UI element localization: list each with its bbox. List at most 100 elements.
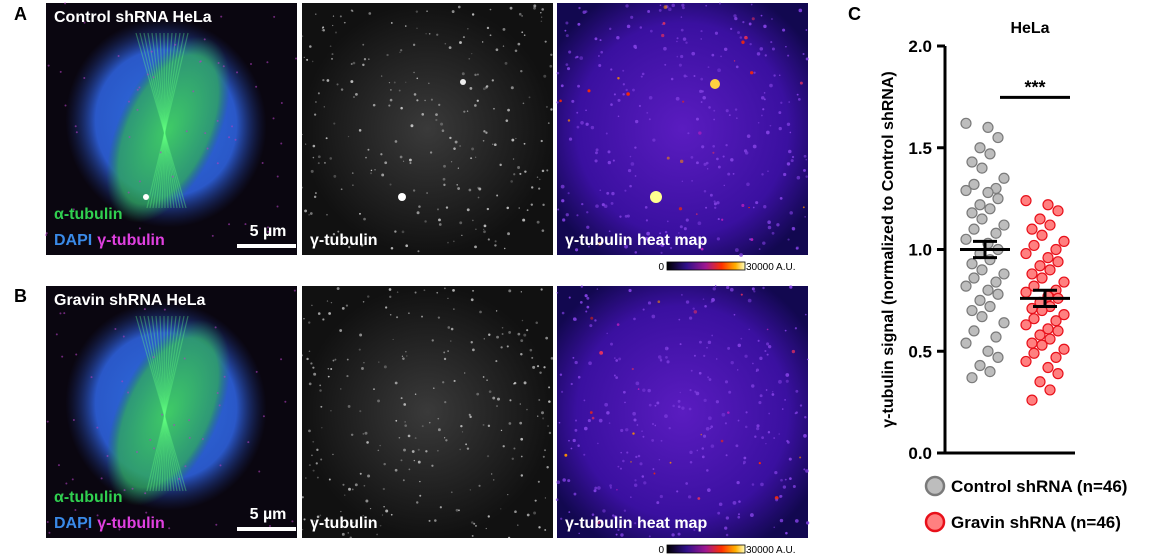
- speckle: [394, 381, 398, 385]
- speckle: [163, 308, 166, 311]
- speckle: [444, 42, 447, 45]
- speckle: [301, 529, 304, 531]
- speckle: [710, 425, 713, 428]
- speckle: [751, 483, 755, 486]
- speckle: [385, 306, 388, 309]
- speckle: [725, 143, 728, 147]
- speckle: [267, 230, 270, 233]
- speckle: [612, 159, 615, 162]
- speckle: [739, 36, 743, 39]
- speckle: [138, 180, 141, 183]
- speckle: [560, 184, 565, 189]
- speckle: [736, 480, 740, 485]
- speckle: [395, 419, 398, 422]
- speckle: [441, 129, 445, 132]
- speckle: [770, 41, 773, 44]
- speckle: [152, 356, 155, 359]
- speckle: [767, 170, 769, 172]
- speckle: [545, 105, 548, 108]
- speckle: [633, 418, 637, 422]
- chart-title: HeLa: [1010, 20, 1049, 37]
- speckle: [702, 298, 705, 300]
- data-point: [998, 268, 1010, 280]
- speckle: [544, 528, 547, 531]
- speckle: [607, 150, 611, 154]
- speckle: [128, 135, 131, 138]
- speckle: [555, 498, 559, 501]
- speckle: [694, 524, 697, 527]
- speckle: [425, 33, 427, 35]
- speckle: [722, 155, 725, 158]
- speckle: [83, 21, 86, 24]
- speckle: [367, 148, 370, 151]
- speckle: [640, 75, 643, 78]
- speckle: [771, 18, 773, 20]
- speckle: [526, 408, 528, 411]
- speckle: [724, 526, 728, 530]
- speckle: [657, 300, 661, 304]
- speckle: [768, 412, 771, 415]
- speckle: [657, 355, 662, 359]
- data-point: [1036, 229, 1048, 241]
- speckle: [576, 111, 579, 114]
- data-point: [1020, 355, 1032, 368]
- speckle: [74, 509, 77, 512]
- speckle: [677, 399, 681, 403]
- data-point: [1026, 223, 1038, 235]
- speckle: [214, 326, 217, 329]
- speckle: [389, 183, 392, 186]
- speckle: [482, 376, 485, 378]
- speckle: [319, 514, 322, 517]
- data-point: [968, 325, 980, 337]
- speckle: [577, 84, 581, 88]
- speckle: [359, 472, 362, 475]
- speckle: [471, 13, 475, 16]
- speckle: [778, 495, 782, 498]
- speckle: [466, 208, 470, 212]
- speckle: [559, 99, 562, 103]
- speckle: [471, 534, 474, 537]
- speckle: [599, 39, 602, 42]
- speckle: [416, 77, 419, 80]
- image-label: γ-tubulin: [310, 232, 378, 249]
- speckle: [548, 400, 551, 403]
- speckle: [168, 527, 171, 530]
- speckle: [319, 389, 322, 392]
- speckle: [347, 532, 349, 534]
- data-point: [1058, 309, 1070, 321]
- speckle: [322, 78, 325, 82]
- data-point: [966, 304, 978, 317]
- speckle: [596, 288, 599, 290]
- speckle: [618, 357, 622, 361]
- speckle: [659, 232, 662, 235]
- data-point: [966, 207, 978, 219]
- spindle-fiber: [159, 32, 169, 209]
- hotspot: [398, 193, 406, 201]
- speckle: [785, 373, 790, 377]
- speckle: [567, 479, 571, 483]
- tubulin-signal: [106, 319, 231, 506]
- speckle: [368, 58, 370, 60]
- speckle: [414, 393, 417, 395]
- data-point: [1052, 205, 1064, 217]
- speckle: [647, 301, 652, 305]
- data-point: [990, 227, 1002, 239]
- speckle: [512, 158, 515, 160]
- speckle: [335, 31, 337, 34]
- speckle: [538, 399, 541, 401]
- speckle: [703, 189, 707, 193]
- speckle: [511, 457, 515, 461]
- speckle: [428, 82, 430, 85]
- speckle: [581, 202, 584, 206]
- speckle: [700, 247, 704, 251]
- speckle: [560, 517, 563, 520]
- speckle: [594, 159, 598, 163]
- data-point: [966, 372, 978, 384]
- speckle: [730, 27, 733, 31]
- speckle: [606, 332, 608, 335]
- speckle: [523, 34, 526, 37]
- speckle: [350, 9, 353, 12]
- speckle: [591, 416, 595, 420]
- speckle: [659, 358, 663, 361]
- speckle: [550, 357, 554, 360]
